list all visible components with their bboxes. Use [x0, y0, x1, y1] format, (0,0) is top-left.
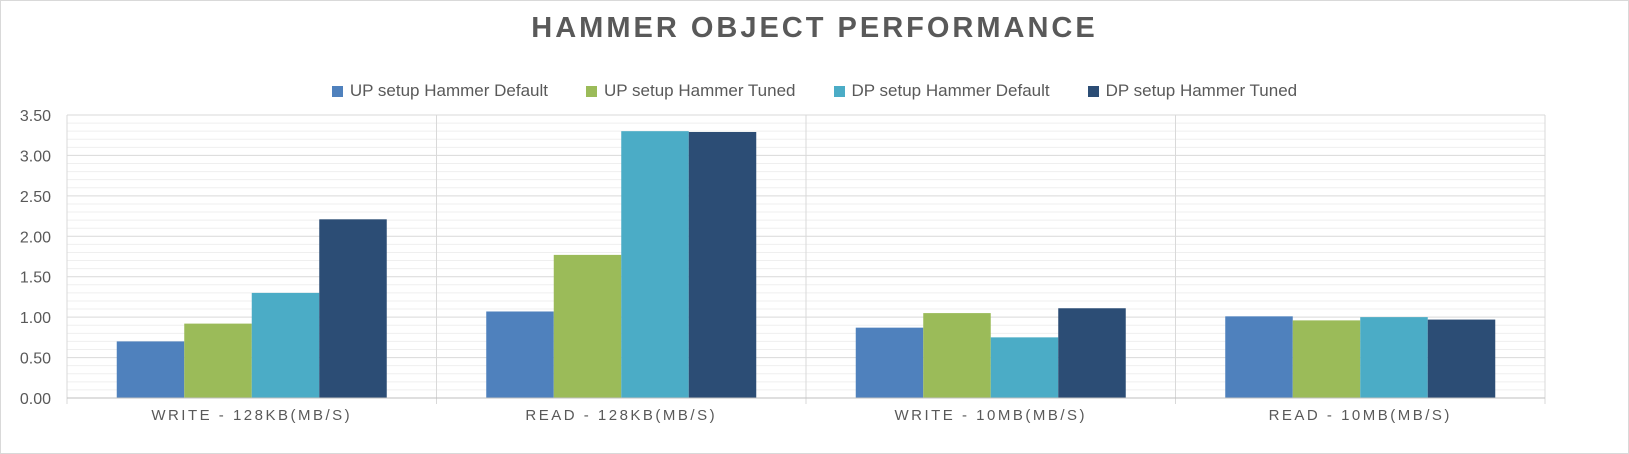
- bar: [184, 323, 252, 398]
- legend-label: UP setup Hammer Tuned: [604, 81, 796, 100]
- bar: [319, 219, 387, 398]
- bar: [486, 311, 554, 398]
- legend-swatch: [1087, 85, 1099, 97]
- bar: [923, 313, 991, 398]
- bar: [621, 131, 689, 398]
- x-category-label: WRITE - 10MB(MB/S): [894, 407, 1087, 424]
- legend-swatch: [331, 85, 343, 97]
- bar: [855, 327, 924, 398]
- y-tick-label: 0.50: [20, 351, 51, 368]
- y-tick-label: 1.00: [20, 310, 51, 327]
- legend-item: DP setup Hammer Tuned: [1087, 81, 1298, 101]
- legend-label: DP setup Hammer Tuned: [1105, 81, 1298, 100]
- x-category-label: READ - 128KB(MB/S): [525, 407, 717, 424]
- legend-label: DP setup Hammer Default: [851, 81, 1050, 100]
- bar: [688, 131, 757, 399]
- y-tick-label: 3.50: [20, 108, 51, 125]
- y-tick-label: 1.50: [20, 270, 51, 287]
- bar: [116, 341, 185, 398]
- bar: [1058, 308, 1126, 398]
- legend-item: UP setup Hammer Default: [331, 81, 548, 101]
- y-tick-label: 2.50: [20, 189, 51, 206]
- y-tick-label: 3.00: [20, 148, 51, 165]
- bar: [251, 292, 320, 398]
- legend-swatch: [833, 85, 845, 97]
- bar: [553, 254, 622, 398]
- bar: [1360, 317, 1428, 398]
- x-category-label: READ - 10MB(MB/S): [1269, 407, 1452, 424]
- chart-title: HAMMER OBJECT PERFORMANCE: [531, 12, 1098, 44]
- legend: UP setup Hammer Default UP setup Hammer T…: [0, 79, 1629, 103]
- bar: [990, 337, 1059, 398]
- x-category-label: WRITE - 128KB(MB/S): [151, 407, 352, 424]
- y-tick-label: 2.00: [20, 229, 51, 246]
- bar: [1427, 319, 1496, 398]
- legend-label: UP setup Hammer Default: [349, 81, 548, 100]
- legend-item: DP setup Hammer Default: [833, 81, 1050, 101]
- bar: [1225, 316, 1293, 398]
- legend-item: UP setup Hammer Tuned: [586, 81, 796, 101]
- legend-swatch: [586, 85, 597, 97]
- y-tick-label: 0.00: [20, 391, 51, 408]
- bar: [1292, 320, 1361, 398]
